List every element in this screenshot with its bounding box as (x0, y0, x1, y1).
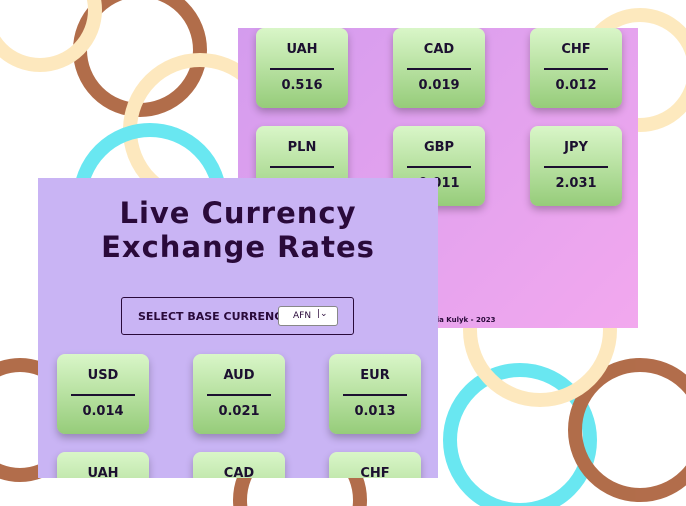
currency-code: PLN (287, 140, 317, 155)
currency-code: CHF (360, 466, 390, 478)
currency-select[interactable]: AFN |⌄ (278, 306, 338, 326)
currency-code: USD (87, 368, 119, 383)
currency-card: CHF (329, 452, 421, 478)
divider (544, 166, 608, 168)
divider (544, 68, 608, 70)
title: Live Currency Exchange Rates (101, 196, 375, 264)
divider (270, 166, 334, 168)
currency-code: CAD (423, 42, 455, 57)
currency-code: JPY (564, 140, 588, 155)
exchange-rate: 0.014 (82, 404, 124, 419)
exchange-rate: 0.021 (218, 404, 260, 419)
exchange-rate: 0.516 (281, 78, 323, 93)
front-screenshot: Live Currency Exchange Rates SELECT BASE… (38, 178, 438, 478)
divider (407, 68, 471, 70)
currency-code: GBP (423, 140, 455, 155)
exchange-rate: 0.013 (354, 404, 396, 419)
currency-card: UAH (57, 452, 149, 478)
exchange-rate: 0.019 (418, 78, 460, 93)
divider (343, 394, 407, 396)
select-label: SELECT BASE CURRENCY: (138, 310, 294, 323)
dropdown-arrow: |⌄ (317, 309, 328, 319)
currency-card: EUR 0.013 (329, 354, 421, 434)
exchange-rate: 2.031 (555, 176, 597, 191)
selected-value: AFN (293, 311, 312, 321)
currency-card: JPY 2.031 (530, 126, 622, 206)
currency-card: CAD 0.019 (393, 28, 485, 108)
currency-card: UAH 0.516 (256, 28, 348, 108)
currency-card: USD 0.014 (57, 354, 149, 434)
currency-code: AUD (223, 368, 255, 383)
currency-code: UAH (286, 42, 318, 57)
footer: Vasilia Kulyk - 2023 (418, 316, 496, 324)
currency-card: CAD (193, 452, 285, 478)
divider (407, 166, 471, 168)
select-group: SELECT BASE CURRENCY: AFN |⌄ (121, 297, 354, 335)
currency-card: CHF 0.012 (530, 28, 622, 108)
divider (71, 394, 135, 396)
divider (207, 394, 271, 396)
currency-code: EUR (360, 368, 390, 383)
currency-code: CHF (561, 42, 591, 57)
currency-card: AUD 0.021 (193, 354, 285, 434)
exchange-rate: 0.012 (555, 78, 597, 93)
currency-code: CAD (223, 466, 255, 478)
divider (270, 68, 334, 70)
currency-code: UAH (87, 466, 119, 478)
